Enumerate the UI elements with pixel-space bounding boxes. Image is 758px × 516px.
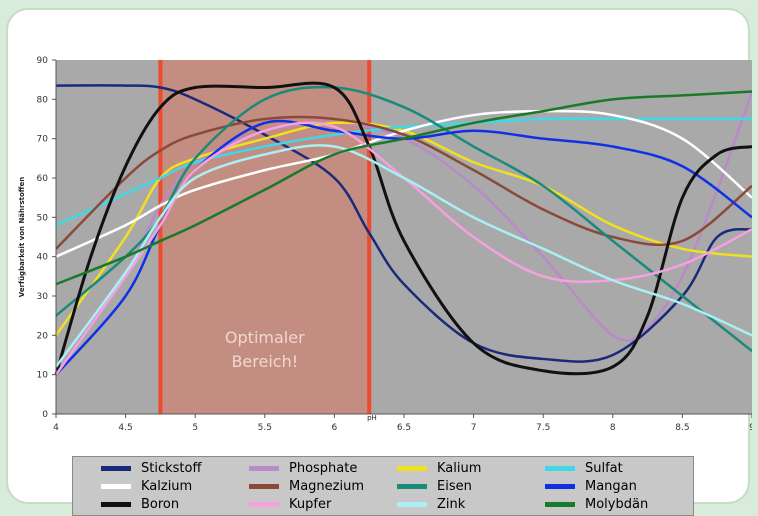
legend-swatch-5 xyxy=(249,483,279,489)
legend-label-8: Boron xyxy=(141,496,180,512)
legend-swatch-1 xyxy=(249,465,279,471)
y-tick-label-8: 80 xyxy=(37,95,49,105)
legend-item-4: Kalzium xyxy=(101,477,249,495)
series-line-5 xyxy=(55,115,752,250)
x-tick-label-9: 8.5 xyxy=(675,423,689,433)
legend-label-10: Zink xyxy=(437,496,466,512)
legend-item-2: Kalium xyxy=(397,459,545,477)
optimal-range-label-line2: Bereich! xyxy=(231,352,298,371)
legend-swatch-7 xyxy=(545,483,575,489)
x-tick-label-1: 4.5 xyxy=(118,423,132,433)
x-tick-label-0: 4 xyxy=(53,423,59,433)
legend-label-6: Eisen xyxy=(437,478,472,494)
x-axis-label: pH xyxy=(367,414,377,422)
y-tick-label-9: 90 xyxy=(37,56,49,66)
legend-swatch-9 xyxy=(249,501,279,507)
series-line-3 xyxy=(55,117,752,227)
x-tick-label-5: 6.5 xyxy=(397,423,411,433)
x-tick-label-2: 5 xyxy=(192,423,198,433)
legend-swatch-10 xyxy=(397,501,427,507)
legend-item-8: Boron xyxy=(101,495,249,513)
y-tick-label-3: 30 xyxy=(37,292,49,302)
chart-legend: Stickstoff Phosphate Kalium Sulfat Kalzium Ma… xyxy=(72,456,694,516)
legend-swatch-11 xyxy=(545,501,575,507)
legend-swatch-8 xyxy=(101,501,131,507)
legend-label-2: Kalium xyxy=(437,460,482,476)
legend-swatch-2 xyxy=(397,465,427,471)
y-axis-label: Verfügbarkeit von Nährstoffen xyxy=(18,177,26,297)
legend-swatch-3 xyxy=(545,465,575,471)
x-tick-label-7: 7.5 xyxy=(536,423,550,433)
legend-item-9: Kupfer xyxy=(249,495,397,513)
y-tick-label-2: 20 xyxy=(37,331,49,341)
y-tick-label-7: 70 xyxy=(37,135,49,145)
legend-item-0: Stickstoff xyxy=(101,459,249,477)
legend-item-3: Sulfat xyxy=(545,459,693,477)
legend-item-6: Eisen xyxy=(397,477,545,495)
y-tick-label-5: 50 xyxy=(37,213,49,223)
optimal-range-label-line1: Optimaler xyxy=(225,328,305,347)
legend-label-3: Sulfat xyxy=(585,460,623,476)
legend-label-7: Mangan xyxy=(585,478,637,494)
series-line-8 xyxy=(54,81,752,376)
x-tick-label-3: 5.5 xyxy=(258,423,272,433)
legend-item-5: Magnezium xyxy=(249,477,397,495)
legend-item-11: Molybdän xyxy=(545,495,693,513)
legend-label-11: Molybdän xyxy=(585,496,649,512)
legend-swatch-6 xyxy=(397,483,427,489)
legend-label-0: Stickstoff xyxy=(141,460,202,476)
series-line-4 xyxy=(55,109,752,258)
x-tick-label-4: 6 xyxy=(332,423,338,433)
legend-item-7: Mangan xyxy=(545,477,693,495)
legend-label-1: Phosphate xyxy=(289,460,358,476)
series-line-0 xyxy=(55,84,752,363)
legend-swatch-0 xyxy=(101,465,131,471)
legend-label-4: Kalzium xyxy=(141,478,193,494)
x-tick-label-8: 8 xyxy=(610,423,616,433)
legend-item-10: Zink xyxy=(397,495,545,513)
x-tick-label-6: 7 xyxy=(471,423,477,433)
nutrient-availability-chart: 4 4.5 5 5.5 6 6.5 7 7.5 8 8.5 9 0 10 20 30 40 50 60 70 80 9… xyxy=(18,56,752,433)
legend-label-5: Magnezium xyxy=(289,478,365,494)
chart-frame: 4 4.5 5 5.5 6 6.5 7 7.5 8 8.5 9 0 10 20 30 40 50 60 70 80 9… xyxy=(6,8,752,516)
y-tick-label-1: 10 xyxy=(37,371,49,381)
legend-swatch-4 xyxy=(101,483,131,489)
y-tick-label-4: 40 xyxy=(37,253,49,263)
series-line-7 xyxy=(55,119,752,376)
legend-label-9: Kupfer xyxy=(289,496,332,512)
y-tick-label-6: 60 xyxy=(37,174,49,184)
series-line-10 xyxy=(54,144,752,368)
x-tick-label-10: 9 xyxy=(749,423,752,433)
legend-item-1: Phosphate xyxy=(249,459,397,477)
series-line-11 xyxy=(55,90,752,286)
y-tick-label-0: 0 xyxy=(42,410,48,420)
